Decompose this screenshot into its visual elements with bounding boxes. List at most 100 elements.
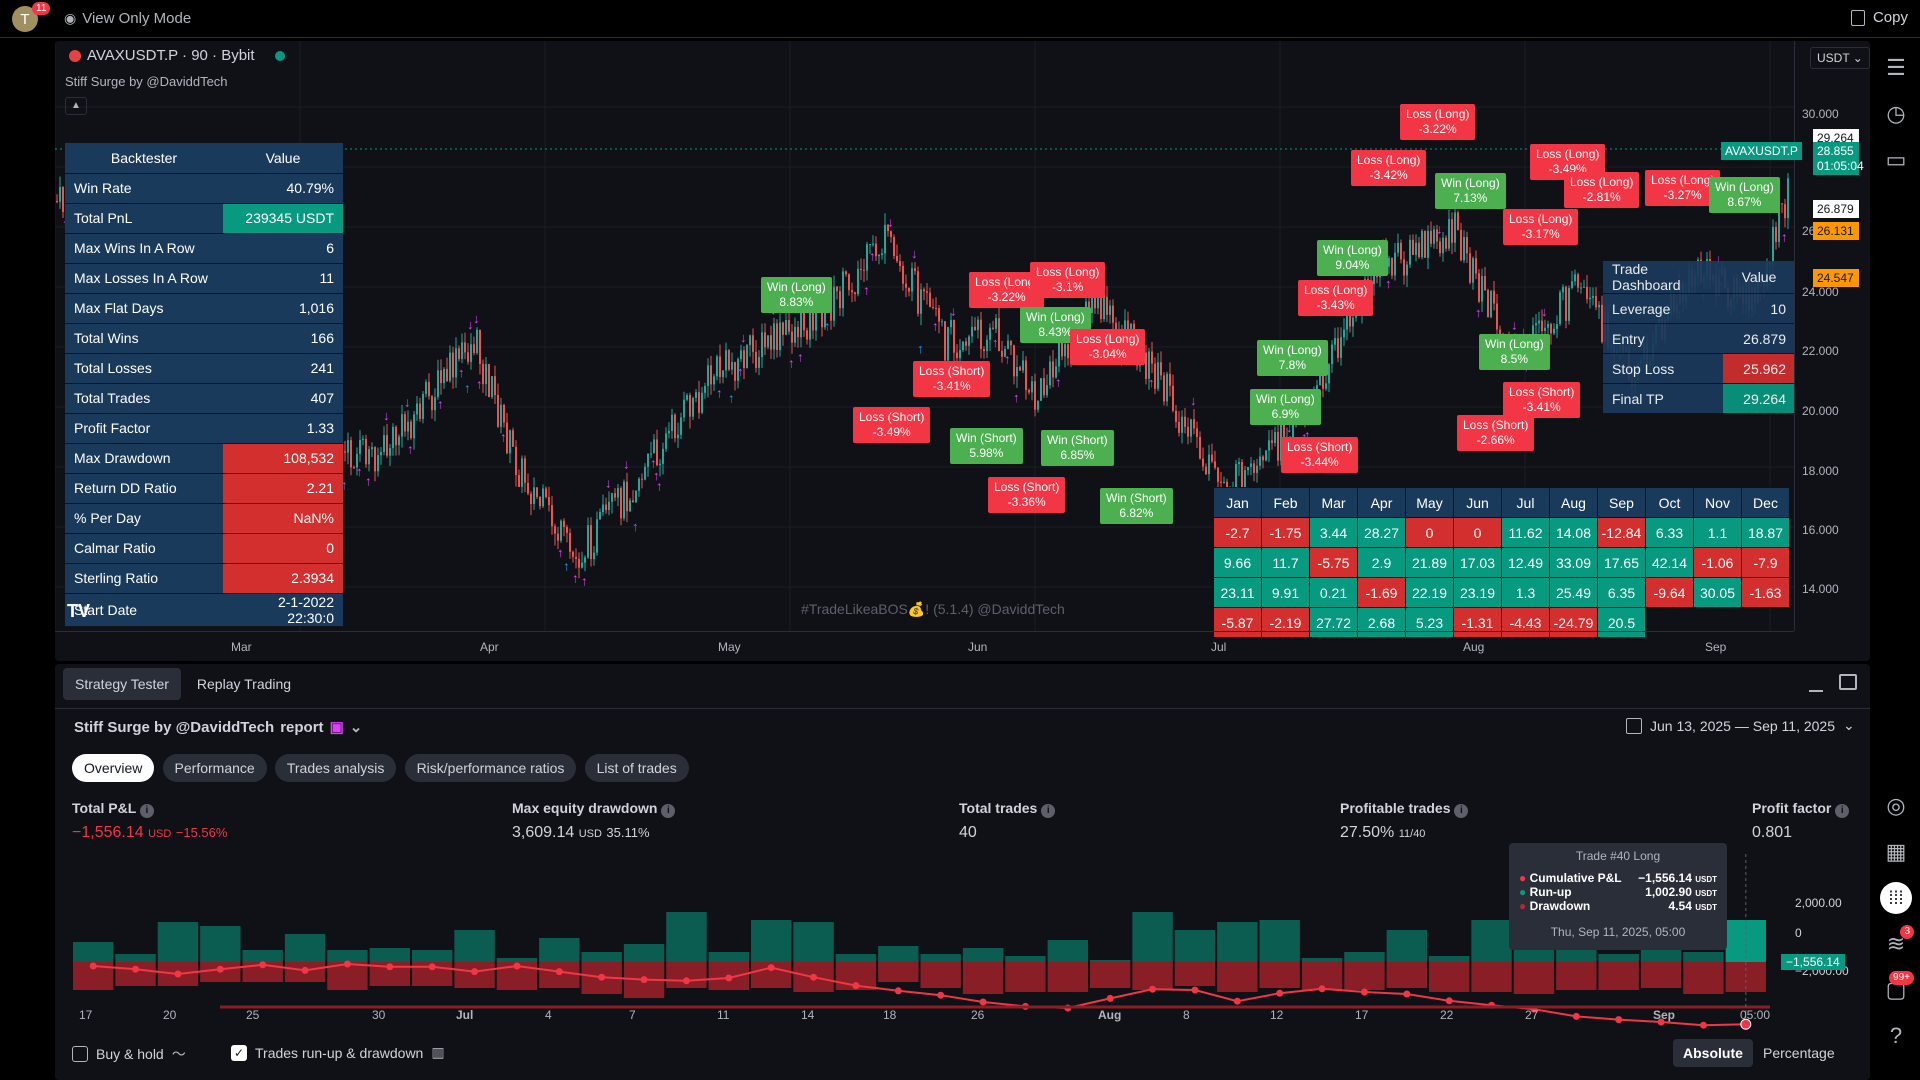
candle-body [557, 533, 559, 541]
cumulative-pnl-point [132, 965, 140, 973]
month-header: May [1405, 487, 1454, 518]
chart-panel[interactable]: ↑↑↑↓↑↑↓↑↓↑↑↑↑↓↓↑↑↑↑↓↓↑↑↑↑↑↑↓↓↑↑↑↑↑↑↑↓↓↑↑… [55, 41, 1870, 661]
subtab-list-of-trades[interactable]: List of trades [584, 754, 689, 782]
report-title[interactable]: Stiff Surge by @DaviddTech report ▣ ⌄ [74, 718, 362, 737]
tab-replay-trading[interactable]: Replay Trading [196, 676, 292, 692]
subtab-trades-analysis[interactable]: Trades analysis [274, 754, 397, 782]
signal-arrow: ↑ [1385, 276, 1392, 291]
percentage-button[interactable]: Percentage [1763, 1045, 1835, 1061]
signal-arrow: ↑ [581, 573, 588, 588]
candle-body [1037, 400, 1039, 410]
price-tick: 30.000 [1802, 107, 1839, 121]
tab-strategy-tester[interactable]: Strategy Tester [63, 668, 181, 700]
candle-body [1496, 303, 1498, 330]
signal-arrow: ↑ [476, 376, 483, 391]
candle-body [539, 496, 541, 507]
compass-icon[interactable]: ◎ [1886, 793, 1906, 818]
notifications-icon[interactable]: ▢ 99+ [1872, 967, 1920, 1013]
equity-chart[interactable] [55, 854, 1870, 1044]
help-icon[interactable]: ? [1889, 1023, 1903, 1048]
symbol-header[interactable]: AVAXUSDT.P · 90 · Bybit [69, 47, 285, 64]
drawdown-bar [115, 962, 156, 986]
candle-body [731, 362, 733, 370]
indicator-label[interactable]: Stiff Surge by @DaviddTech [65, 74, 228, 89]
apps-grid-icon[interactable]: ⁞⁞⁞ [1872, 875, 1920, 921]
month-header: Mar [1309, 487, 1358, 518]
candle-body [983, 348, 985, 352]
trade-label-text: Loss (Short) [859, 410, 925, 424]
trades-runup-toggle[interactable]: ✓ Trades run-up & drawdown ▥ [231, 1044, 445, 1061]
info-icon[interactable]: i [1041, 804, 1056, 818]
backtester-metric-value: 1,016 [223, 293, 343, 324]
copy-button[interactable]: Copy [1850, 9, 1908, 26]
metric-card: Total trades i 40 [959, 800, 1056, 842]
candle-body [950, 320, 952, 328]
candle-body [506, 422, 508, 454]
trade-label-pct: -3.36% [1007, 495, 1046, 509]
candle-body [1490, 290, 1492, 318]
candle-body [971, 326, 973, 337]
monthly-row: -2.7 -1.75 3.44 28.27 0 0 11.62 14.08 -12.84 6.33… [1213, 517, 1790, 548]
alerts-clock-icon[interactable]: ◷ [1886, 101, 1906, 126]
info-icon[interactable]: i [1454, 804, 1469, 818]
chat-icon[interactable]: ▭ [1885, 147, 1907, 172]
candle-body [782, 322, 784, 335]
cumulative-pnl-point [386, 963, 394, 971]
time-axis[interactable]: Mar Apr May Jun Jul Aug Sep [55, 631, 1794, 661]
time-tick: Jun [968, 640, 988, 654]
absolute-button[interactable]: Absolute [1673, 1039, 1753, 1067]
maximize-panel-icon[interactable] [1839, 674, 1857, 690]
candle-body [599, 512, 601, 520]
candle-body [1271, 440, 1273, 444]
buy-hold-toggle[interactable]: Buy & hold 〜 [72, 1044, 186, 1064]
trade-label: Loss (Long) -3.22% [1400, 104, 1476, 140]
currency-select[interactable]: USDT ⌄ [1810, 47, 1870, 69]
candle-body [1538, 320, 1540, 324]
cumulative-pnl-point [471, 968, 479, 976]
candle-body [722, 370, 724, 377]
monthly-cell [1693, 607, 1742, 638]
signal-arrow: ↓ [911, 246, 918, 261]
date-range-selector[interactable]: Jun 13, 2025 — Sep 11, 2025 ⌄ [1626, 717, 1855, 734]
candle-body [530, 493, 532, 504]
view-only-mode[interactable]: ◉ View Only Mode [64, 10, 191, 27]
trade-label-text: Loss (Long) [1036, 265, 1100, 279]
tooltip-unit: USDT [1695, 875, 1717, 884]
runup-bar [1132, 912, 1173, 962]
equity-x-tick: 17 [79, 1008, 93, 1022]
month-header: Dec [1741, 487, 1790, 518]
calendar-icon[interactable]: ▦ [1885, 839, 1907, 864]
candle-body [614, 493, 616, 498]
runup-bar [1005, 956, 1046, 962]
candle-body [371, 447, 373, 450]
buy-hold-checkbox[interactable] [72, 1046, 88, 1062]
signal-arrow: ↑ [1304, 428, 1311, 443]
candle-body [734, 362, 736, 381]
subtab-risk-ratios[interactable]: Risk/performance ratios [404, 754, 577, 782]
subtab-performance[interactable]: Performance [162, 754, 267, 782]
info-icon[interactable]: i [139, 804, 154, 818]
candle-body [1253, 463, 1255, 473]
candle-body [650, 453, 652, 455]
candle-body [944, 321, 946, 361]
tooltip-dd-label: Drawdown [1529, 899, 1591, 913]
info-icon[interactable]: i [661, 804, 676, 818]
info-icon[interactable]: i [1835, 804, 1850, 818]
trades-runup-checkbox[interactable]: ✓ [231, 1044, 247, 1061]
candle-body [1775, 226, 1777, 242]
minimize-panel-icon[interactable] [1809, 678, 1823, 692]
candle-body [437, 370, 439, 398]
watchlist-icon[interactable]: ☰ [1886, 55, 1906, 80]
monthly-cell: 30.05 [1693, 577, 1742, 608]
drawdown-bar [1556, 962, 1597, 990]
subtab-overview[interactable]: Overview [72, 754, 155, 782]
trade-tooltip: Trade #40 Long ● Cumulative P&L −1,556.1… [1509, 843, 1727, 950]
candle-body [1025, 360, 1027, 390]
collapse-legend-button[interactable]: ▲ [65, 97, 87, 115]
equity-x-tick: 27 [1525, 1008, 1539, 1022]
candle-body [1154, 363, 1156, 389]
feed-icon[interactable]: ≋ 3 [1872, 921, 1920, 967]
signal-arrow: ↓ [1715, 252, 1722, 267]
candle-body [968, 336, 970, 346]
runup-bar [793, 922, 834, 962]
